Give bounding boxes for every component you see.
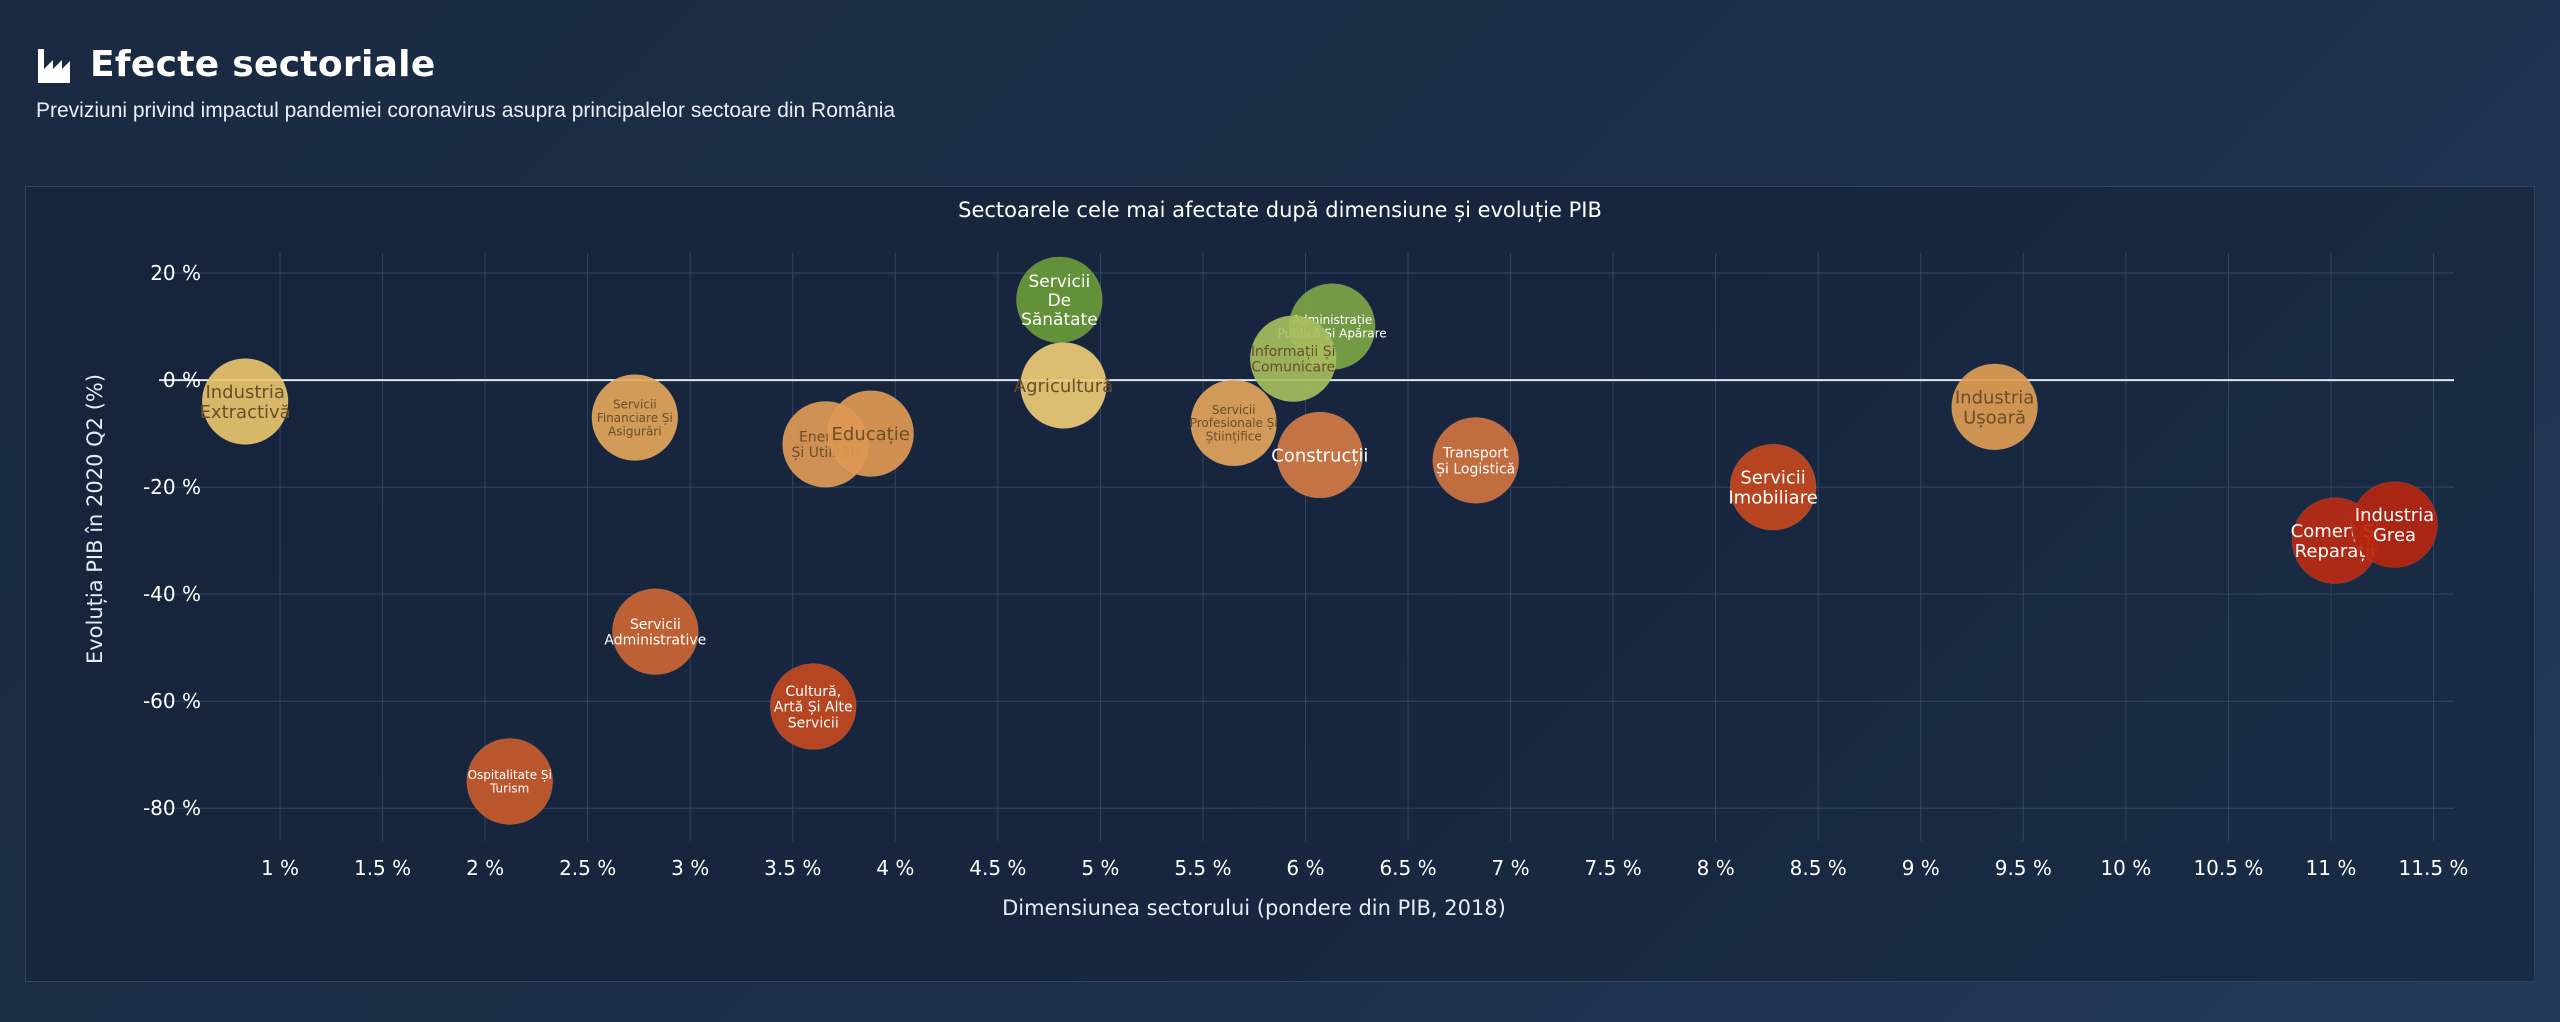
- bubble-circle[interactable]: [1276, 411, 1364, 499]
- chart-panel: Sectoarele cele mai afectate după dimens…: [25, 186, 2535, 982]
- bubble-label: Construcții: [1271, 445, 1368, 466]
- x-tick-labels: 1 % 1.5 % 2 % 2.5 % 3 % 3.5 % 4 % 4.5 % 5 % 5.5 %…: [261, 856, 2468, 880]
- bubble-label: Agricultură: [1014, 376, 1113, 397]
- page-title: Efecte sectoriale: [90, 44, 436, 85]
- bubble-circle[interactable]: [1249, 315, 1337, 403]
- x-tick-label: 8 %: [1697, 856, 1735, 880]
- page-subtitle: Previziuni privind impactul pandemiei co…: [36, 99, 896, 122]
- y-tick-labels: 20 % 0 % -20 % -40 % -60 % -80 %: [143, 261, 201, 820]
- x-tick-label: 4.5 %: [969, 856, 1026, 880]
- y-tick-label: -80 %: [143, 796, 201, 820]
- bubble-circle[interactable]: [1432, 416, 1520, 504]
- bubble-circle[interactable]: [1190, 379, 1278, 467]
- bubble-label: Educație: [832, 424, 910, 445]
- bubble-label: Industria Grea: [2355, 505, 2434, 546]
- bubble[interactable]: Ospitalitate Și Turism: [466, 737, 554, 825]
- x-tick-label: 1.5 %: [354, 856, 411, 880]
- x-axis-label: Dimensiunea sectorului (pondere din PIB,…: [1002, 896, 1506, 920]
- bubble[interactable]: Industria Extractivă: [200, 358, 291, 445]
- title-row: Efecte sectoriale: [36, 44, 895, 85]
- bubble-circle[interactable]: [201, 358, 289, 445]
- bubble-circle[interactable]: [466, 737, 554, 825]
- x-tick-label: 2 %: [466, 856, 504, 880]
- page-header: Efecte sectoriale Previziuni privind imp…: [36, 44, 895, 123]
- y-tick-label: -40 %: [143, 582, 201, 606]
- y-tick-label: 0 %: [163, 368, 201, 392]
- bubble[interactable]: Construcții: [1271, 411, 1368, 499]
- bubble-circle[interactable]: [1951, 363, 2039, 451]
- bubble[interactable]: Servicii Administrative: [604, 588, 706, 676]
- y-axis-label: Evoluția PIB în 2020 Q2 (%): [83, 374, 107, 664]
- bubble-chart: Sectoarele cele mai afectate după dimens…: [83, 198, 2468, 920]
- x-tick-label: 6.5 %: [1379, 856, 1436, 880]
- x-tick-label: 7 %: [1492, 856, 1530, 880]
- bubble[interactable]: Informații Și Comunicare: [1249, 315, 1337, 403]
- x-tick-label: 11.5 %: [2399, 856, 2469, 880]
- bubble-label: Cultură, Artă Și Alte Servicii: [774, 684, 853, 731]
- bubble-label: Transport Și Logistică: [1436, 446, 1515, 478]
- bubble-circle[interactable]: [1019, 341, 1107, 429]
- bubble[interactable]: Servicii De Sănătate: [1015, 256, 1103, 344]
- x-tick-label: 10.5 %: [2193, 856, 2263, 880]
- bubble[interactable]: Industria Ușoară: [1951, 363, 2039, 451]
- bubble-label: Industria Ușoară: [1955, 387, 2034, 428]
- bubble[interactable]: Agricultură: [1014, 341, 1113, 429]
- x-tick-label: 10 %: [2100, 856, 2151, 880]
- bubble[interactable]: Transport Și Logistică: [1432, 416, 1520, 504]
- bubbles-layer: Industria Extractivă Servicii Financiare Și…: [200, 256, 2439, 825]
- x-tick-label: 8.5 %: [1790, 856, 1847, 880]
- bubble[interactable]: Servicii Financiare Și Asigurări: [591, 374, 679, 462]
- x-tick-label: 9.5 %: [1995, 856, 2052, 880]
- bubble-circle[interactable]: [1729, 443, 1817, 531]
- x-tick-label: 2.5 %: [559, 856, 616, 880]
- bubble-label: Ospitalitate Și Turism: [468, 768, 552, 795]
- bubble-label: Servicii De Sănătate: [1021, 272, 1098, 330]
- bubble-circle[interactable]: [769, 663, 857, 751]
- x-tick-label: 7.5 %: [1585, 856, 1642, 880]
- bubble[interactable]: Industria Grea: [2351, 481, 2439, 569]
- bubble-circle[interactable]: [591, 374, 679, 462]
- y-tick-label: 20 %: [150, 261, 201, 285]
- x-tick-label: 6 %: [1286, 856, 1324, 880]
- x-tick-label: 5.5 %: [1174, 856, 1231, 880]
- bubble-label: Informații Și Comunicare: [1251, 344, 1336, 376]
- bubble-label: Servicii Profesionale Și Științifice: [1190, 403, 1278, 444]
- y-tick-label: -60 %: [143, 689, 201, 713]
- bubble[interactable]: Cultură, Artă Și Alte Servicii: [769, 663, 857, 751]
- bubble[interactable]: Servicii Imobiliare: [1728, 443, 1818, 531]
- chart-title: Sectoarele cele mai afectate după dimens…: [958, 198, 1602, 222]
- x-tick-label: 5 %: [1081, 856, 1119, 880]
- bubble-label: Servicii Imobiliare: [1728, 468, 1817, 509]
- bubble-circle[interactable]: [827, 390, 915, 478]
- x-tick-label: 11 %: [2306, 856, 2357, 880]
- x-tick-label: 4 %: [876, 856, 914, 880]
- x-tick-label: 3.5 %: [764, 856, 821, 880]
- bubble[interactable]: Educație: [827, 390, 915, 478]
- bubble-circle[interactable]: [2351, 481, 2439, 569]
- x-tick-label: 1 %: [261, 856, 299, 880]
- bubble-label: Servicii Financiare Și Asigurări: [597, 397, 673, 438]
- x-tick-label: 3 %: [671, 856, 709, 880]
- bubble-circle[interactable]: [611, 588, 699, 676]
- bubble-label: Industria Extractivă: [200, 382, 291, 423]
- bubble[interactable]: Servicii Profesionale Și Științifice: [1190, 379, 1278, 467]
- factory-chart-icon: [36, 45, 76, 85]
- x-tick-label: 9 %: [1902, 856, 1940, 880]
- y-tick-label: -20 %: [143, 475, 201, 499]
- bubble-label: Servicii Administrative: [604, 617, 706, 649]
